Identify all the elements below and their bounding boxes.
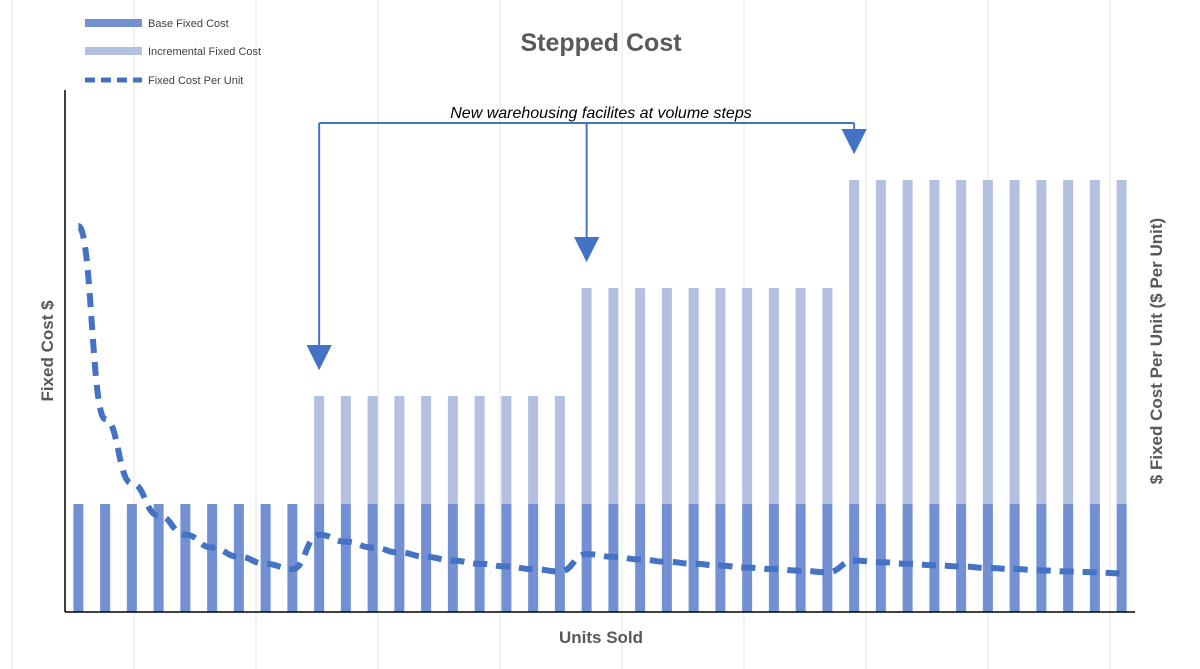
- incremental-fixed-cost-bar: [608, 288, 619, 504]
- base-fixed-cost-bar: [1116, 504, 1127, 612]
- incremental-fixed-cost-bar: [1009, 180, 1020, 504]
- annotation-arrow-head: [306, 345, 332, 371]
- base-fixed-cost-bar: [768, 504, 779, 612]
- incremental-fixed-cost-bar: [474, 396, 485, 504]
- incremental-fixed-cost-bar: [1063, 180, 1074, 504]
- base-fixed-cost-bar: [1063, 504, 1074, 612]
- incremental-fixed-cost-bar: [768, 288, 779, 504]
- incremental-fixed-cost-bar: [902, 180, 913, 504]
- base-fixed-cost-bar: [929, 504, 940, 612]
- incremental-fixed-cost-bar: [1116, 180, 1127, 504]
- chart-title: Stepped Cost: [520, 29, 682, 57]
- base-fixed-cost-bars: [73, 504, 1127, 612]
- incremental-fixed-cost-bar: [314, 396, 325, 504]
- y-axis-label: Fixed Cost $: [38, 300, 57, 402]
- incremental-fixed-cost-bar: [956, 180, 967, 504]
- legend-swatch-incremental: [85, 47, 142, 55]
- base-fixed-cost-bar: [180, 504, 191, 612]
- base-fixed-cost-bar: [795, 504, 806, 612]
- base-fixed-cost-bar: [822, 504, 833, 612]
- base-fixed-cost-bar: [1089, 504, 1100, 612]
- incremental-fixed-cost-bar: [554, 396, 565, 504]
- annotation-text: New warehousing facilites at volume step…: [450, 105, 751, 122]
- base-fixed-cost-bar: [715, 504, 726, 612]
- incremental-fixed-cost-bar: [635, 288, 646, 504]
- base-fixed-cost-bar: [956, 504, 967, 612]
- base-fixed-cost-bar: [260, 504, 271, 612]
- base-fixed-cost-bar: [126, 504, 137, 612]
- annotation-arrows: [306, 122, 867, 371]
- incremental-fixed-cost-bar: [849, 180, 860, 504]
- base-fixed-cost-bar: [207, 504, 218, 612]
- incremental-fixed-cost-bar: [822, 288, 833, 504]
- base-fixed-cost-bar: [982, 504, 993, 612]
- base-fixed-cost-bar: [73, 504, 84, 612]
- base-fixed-cost-bar: [287, 504, 298, 612]
- incremental-fixed-cost-bar: [447, 396, 458, 504]
- base-fixed-cost-bar: [394, 504, 405, 612]
- incremental-fixed-cost-bar: [715, 288, 726, 504]
- incremental-fixed-cost-bar: [742, 288, 753, 504]
- base-fixed-cost-bar: [742, 504, 753, 612]
- incremental-fixed-cost-bar: [421, 396, 432, 504]
- base-fixed-cost-bar: [688, 504, 699, 612]
- base-fixed-cost-bar: [421, 504, 432, 612]
- base-fixed-cost-bar: [153, 504, 164, 612]
- base-fixed-cost-bar: [661, 504, 672, 612]
- legend-label-per-unit: Fixed Cost Per Unit: [148, 75, 243, 87]
- incremental-fixed-cost-bar: [581, 288, 592, 504]
- legend-label-incremental: Incremental Fixed Cost: [148, 46, 261, 58]
- x-axis-label: Units Sold: [559, 628, 643, 647]
- incremental-fixed-cost-bar: [1089, 180, 1100, 504]
- base-fixed-cost-bar: [474, 504, 485, 612]
- incremental-fixed-cost-bar: [1036, 180, 1047, 504]
- base-fixed-cost-bar: [501, 504, 512, 612]
- base-fixed-cost-bar: [314, 504, 325, 612]
- incremental-fixed-cost-bar: [661, 288, 672, 504]
- annotation-arrow-head: [841, 129, 867, 155]
- base-fixed-cost-bar: [233, 504, 244, 612]
- legend-swatch-base: [85, 19, 142, 27]
- incremental-fixed-cost-bars: [314, 180, 1127, 504]
- incremental-fixed-cost-bar: [528, 396, 539, 504]
- base-fixed-cost-bar: [340, 504, 351, 612]
- base-fixed-cost-bar: [100, 504, 111, 612]
- base-fixed-cost-bar: [1036, 504, 1047, 612]
- incremental-fixed-cost-bar: [929, 180, 940, 504]
- incremental-fixed-cost-bar: [982, 180, 993, 504]
- base-fixed-cost-bar: [367, 504, 378, 612]
- incremental-fixed-cost-bar: [688, 288, 699, 504]
- base-fixed-cost-bar: [554, 504, 565, 612]
- legend-label-base: Base Fixed Cost: [148, 18, 229, 30]
- incremental-fixed-cost-bar: [501, 396, 512, 504]
- fixed-cost-per-unit-line: [75, 223, 1122, 577]
- incremental-fixed-cost-bar: [394, 396, 405, 504]
- base-fixed-cost-bar: [581, 504, 592, 612]
- base-fixed-cost-bar: [875, 504, 886, 612]
- incremental-fixed-cost-bar: [367, 396, 378, 504]
- legend: Base Fixed Cost Incremental Fixed Cost F…: [85, 18, 261, 87]
- base-fixed-cost-bar: [1009, 504, 1020, 612]
- base-fixed-cost-bar: [528, 504, 539, 612]
- y2-axis-label: $ Fixed Cost Per Unit ($ Per Unit): [1147, 218, 1166, 484]
- incremental-fixed-cost-bar: [795, 288, 806, 504]
- base-fixed-cost-bar: [902, 504, 913, 612]
- incremental-fixed-cost-bar: [340, 396, 351, 504]
- incremental-fixed-cost-bar: [875, 180, 886, 504]
- annotation-arrow-head: [574, 237, 600, 263]
